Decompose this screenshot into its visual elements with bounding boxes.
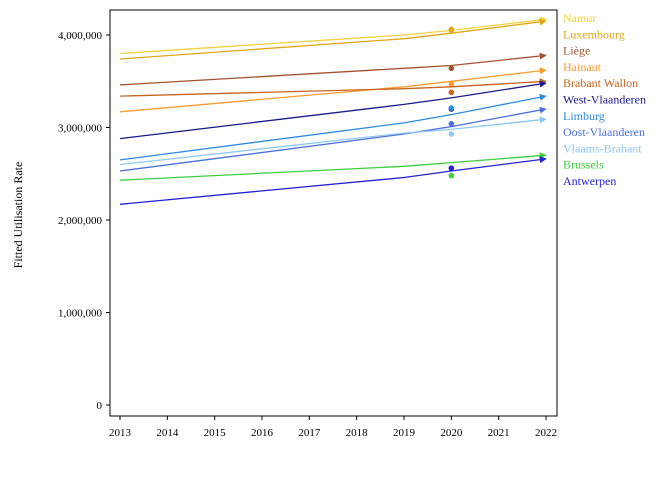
legend: Namur Luxembourg Liège Hainaut Brabant Wallo… <box>563 11 646 188</box>
legend-item: Antwerpen <box>563 174 616 188</box>
series-line <box>119 52 547 86</box>
series-line <box>119 116 547 166</box>
series-line <box>119 18 547 60</box>
legend-item: Hainaut <box>563 60 602 74</box>
y-tick-label: 4,000,000 <box>58 30 103 42</box>
y-tick-label: 3,000,000 <box>58 123 103 135</box>
series-line <box>119 93 547 161</box>
x-tick-label: 2017 <box>298 427 321 439</box>
plot-frame <box>109 9 558 417</box>
x-tick-label: 2021 <box>488 427 510 439</box>
legend-item: West-Vlaanderen <box>563 93 646 107</box>
x-tick-label: 2020 <box>440 427 463 439</box>
observed-point <box>448 172 455 179</box>
observed-point <box>448 131 455 137</box>
series-line <box>119 152 547 181</box>
y-tick-label: 2,000,000 <box>58 215 103 227</box>
observed-point <box>448 65 455 72</box>
x-tick-label: 2014 <box>156 427 179 439</box>
series-line <box>119 67 547 113</box>
legend-item: Oost-Vlaanderen <box>563 125 645 139</box>
observed-point <box>448 81 455 87</box>
x-tick-label: 2018 <box>346 427 369 439</box>
x-tick-label: 2019 <box>393 427 416 439</box>
x-tick-label: 2022 <box>535 427 557 439</box>
series-line <box>119 16 547 55</box>
series-line <box>119 106 547 172</box>
observed-point <box>448 121 455 127</box>
observed-point <box>448 89 455 96</box>
legend-item: Limburg <box>563 109 605 123</box>
y-axis-title-group: Fitted Utilisation Rate <box>11 162 25 269</box>
x-tick-label: 2015 <box>204 427 227 439</box>
observed-point <box>448 165 455 171</box>
legend-item: Liège <box>563 44 590 58</box>
series-line <box>119 78 547 97</box>
legend-item: Vlaams-Brabant <box>563 141 642 155</box>
legend-item: Namur <box>563 11 596 25</box>
y-tick-label: 0 <box>97 400 103 412</box>
legend-item: Luxembourg <box>563 27 625 41</box>
legend-item: Brussels <box>563 158 604 172</box>
x-tick-label: 2016 <box>251 427 274 439</box>
y-axis-title: Fitted Utilisation Rate <box>11 162 25 269</box>
x-tick-label: 2013 <box>109 427 132 439</box>
y-tick-label: 1,000,000 <box>58 308 103 320</box>
observed-point <box>448 105 455 111</box>
legend-item: Brabant Wallon <box>563 76 638 90</box>
series-line <box>119 80 547 140</box>
plot-area: 0 1,000,000 2,000,000 3,000,000 4,000,000 201… <box>58 9 558 439</box>
series-line <box>119 156 547 205</box>
observed-point <box>448 26 455 33</box>
